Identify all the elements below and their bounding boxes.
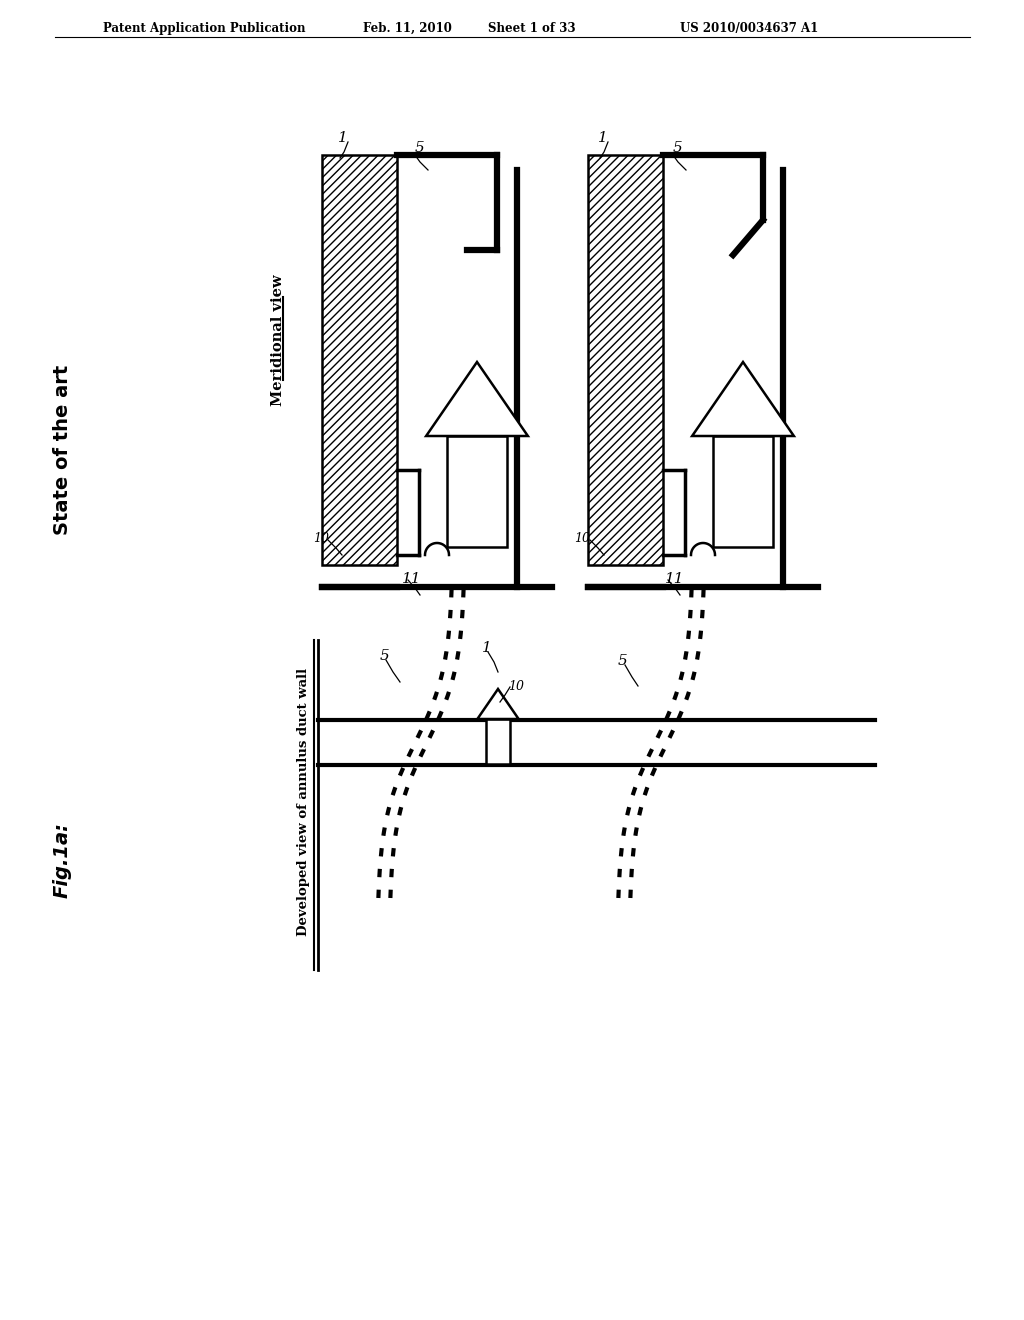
Text: 1: 1 (482, 642, 492, 655)
Polygon shape (692, 362, 794, 436)
Bar (486, 719, 510, 764)
Text: 11: 11 (402, 572, 422, 586)
Text: 5: 5 (618, 653, 628, 668)
Text: 1: 1 (598, 131, 608, 145)
Text: Fig.1a:: Fig.1a: (52, 822, 72, 898)
Bar (714, 436, 772, 546)
Polygon shape (477, 689, 518, 719)
Text: 5: 5 (673, 141, 683, 154)
Bar (588, 154, 663, 565)
Text: US 2010/0034637 A1: US 2010/0034637 A1 (680, 22, 818, 36)
Text: State of the art: State of the art (52, 364, 72, 535)
Text: 1: 1 (338, 131, 348, 145)
Bar (322, 154, 397, 565)
Bar (447, 436, 507, 546)
Text: 5: 5 (415, 141, 425, 154)
Text: Developed view of annulus duct wall: Developed view of annulus duct wall (298, 668, 310, 936)
Text: 5: 5 (380, 649, 390, 663)
Text: Patent Application Publication: Patent Application Publication (103, 22, 305, 36)
Text: 10: 10 (313, 532, 329, 545)
Text: 10: 10 (508, 680, 524, 693)
Text: 11: 11 (665, 572, 684, 586)
Text: Feb. 11, 2010: Feb. 11, 2010 (362, 22, 452, 36)
Text: 10: 10 (574, 532, 590, 545)
Polygon shape (426, 362, 528, 436)
Text: Sheet 1 of 33: Sheet 1 of 33 (488, 22, 575, 36)
Text: Meridional view: Meridional view (271, 275, 285, 405)
